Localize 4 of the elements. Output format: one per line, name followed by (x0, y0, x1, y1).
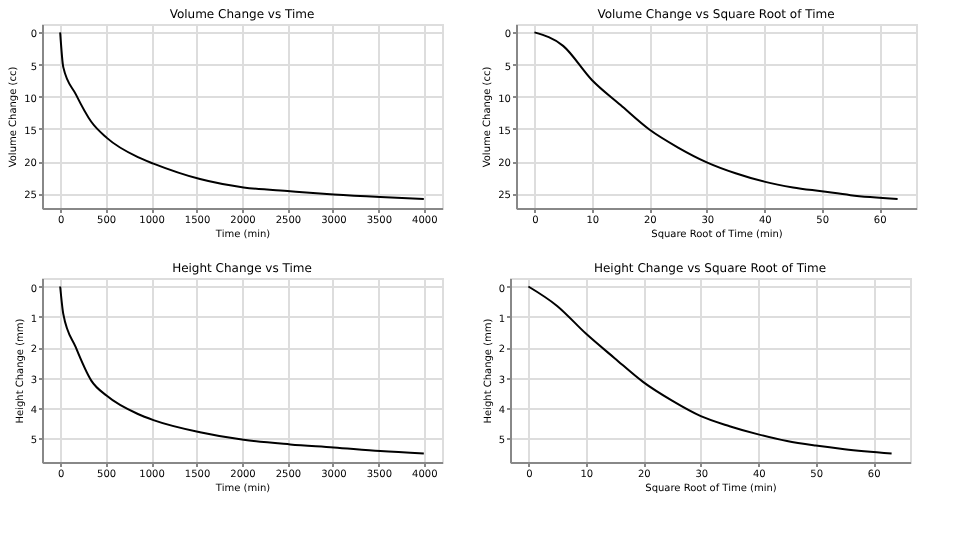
line-series (59, 285, 425, 455)
line-series (527, 285, 893, 455)
line-series (59, 31, 425, 200)
line-series (533, 31, 899, 200)
